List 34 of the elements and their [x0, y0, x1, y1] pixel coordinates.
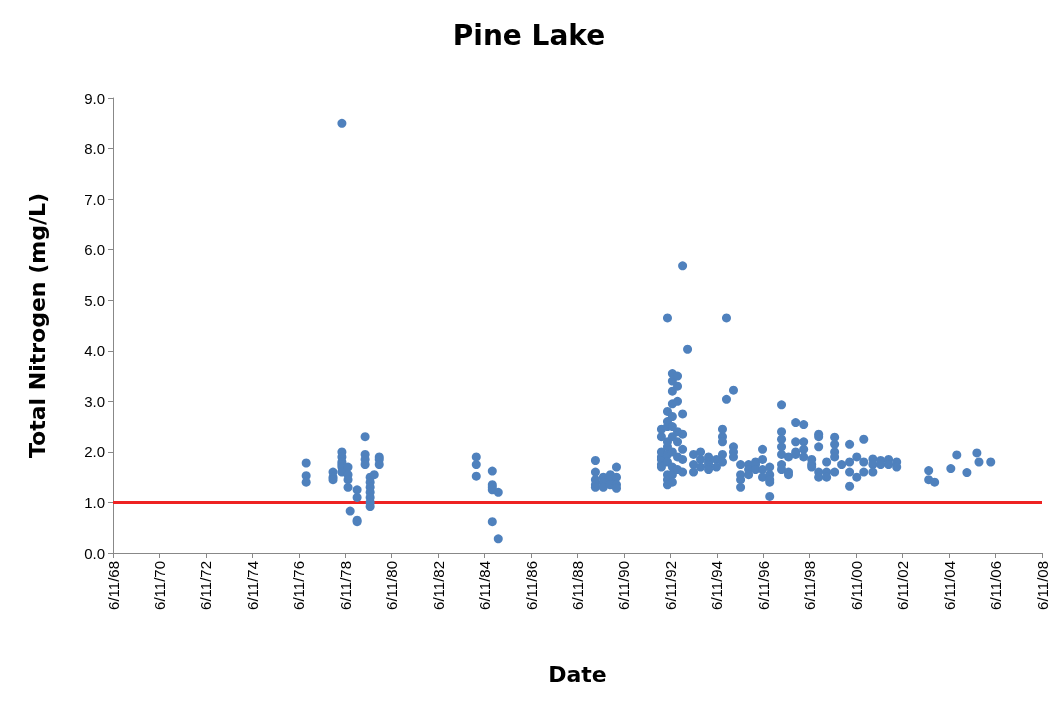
y-tick-label: 3.0 — [84, 392, 105, 410]
y-tick-label: 9.0 — [84, 89, 105, 107]
x-tick-label: 6/11/74 — [243, 561, 261, 610]
x-tick-label: 6/11/96 — [754, 561, 772, 610]
x-tick-label: 6/11/94 — [708, 561, 726, 610]
x-tick-label: 6/11/80 — [383, 561, 401, 610]
x-tick-label: 6/11/76 — [290, 561, 308, 610]
y-tick-label: 2.0 — [84, 443, 105, 461]
x-tick-label: 6/11/68 — [104, 561, 122, 610]
x-tick-label: 6/11/72 — [197, 561, 215, 610]
y-tick-label: 0.0 — [84, 544, 105, 562]
x-tick-label: 6/11/02 — [894, 561, 912, 610]
x-tick-label: 6/11/84 — [476, 561, 494, 610]
y-axis-title: Total Nitrogen (mg/L) — [24, 192, 50, 459]
x-axis-title: Date — [548, 661, 607, 687]
y-tick-label: 5.0 — [84, 291, 105, 309]
y-tick-label: 8.0 — [84, 140, 105, 158]
x-tick-label: 6/11/70 — [150, 561, 168, 610]
y-tick-label: 1.0 — [84, 493, 105, 511]
y-tick-label: 7.0 — [84, 190, 105, 208]
x-tick-label: 6/11/00 — [847, 561, 865, 610]
x-tick-label: 6/11/06 — [987, 561, 1005, 610]
x-tick-label: 6/11/98 — [801, 561, 819, 610]
x-tick-label: 6/11/90 — [615, 561, 633, 610]
x-tick-label: 6/11/82 — [429, 561, 447, 610]
x-tick-label: 6/11/88 — [569, 561, 586, 610]
y-tick-label: 4.0 — [84, 342, 105, 360]
x-tick-label: 6/11/86 — [522, 561, 540, 610]
x-tick-label: 6/11/92 — [661, 561, 679, 610]
x-tick-label: 6/11/04 — [940, 561, 958, 610]
x-tick-label: 6/11/08 — [1033, 561, 1051, 610]
y-tick-label: 6.0 — [84, 241, 105, 259]
chart-title: Pine Lake — [452, 18, 606, 52]
x-tick-label: 6/11/78 — [336, 561, 354, 610]
